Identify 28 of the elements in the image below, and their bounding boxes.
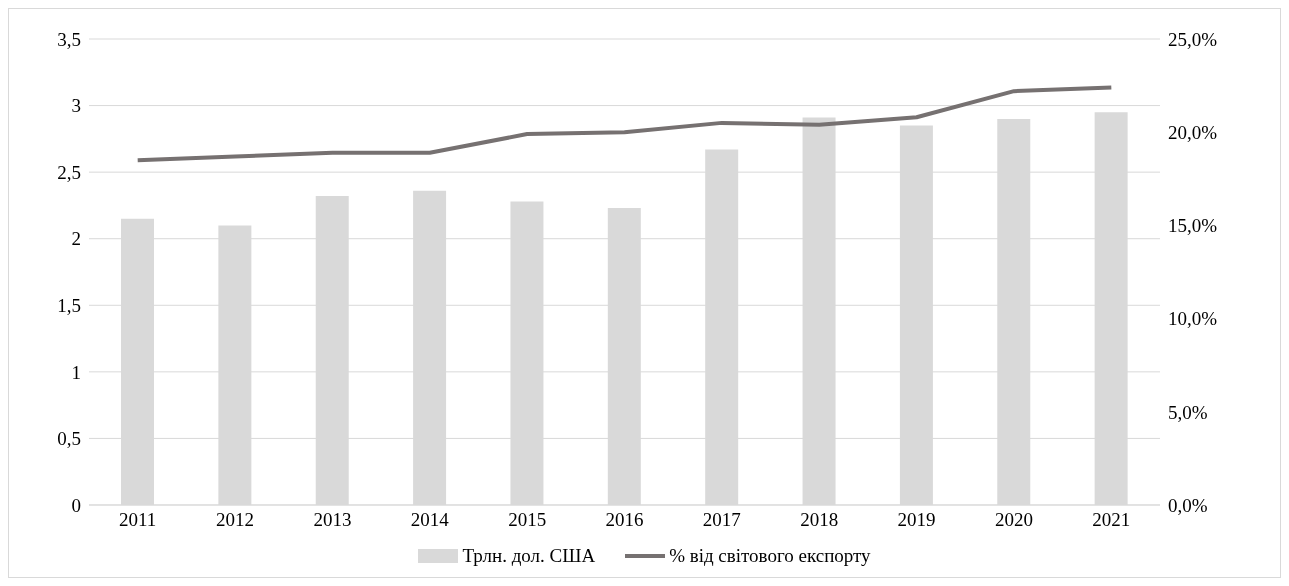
x-tick-label: 2019 — [897, 509, 936, 531]
y-tick-label: 2,5 — [57, 161, 81, 183]
y2-tick-label: 0,0% — [1168, 494, 1208, 516]
y-tick-label: 1,5 — [57, 295, 81, 317]
x-tick-label: 2021 — [1092, 509, 1131, 531]
y2-tick-label: 15,0% — [1168, 215, 1218, 237]
y2-tick-label: 25,0% — [1168, 28, 1218, 50]
y2-tick-label: 5,0% — [1168, 401, 1208, 423]
x-tick-label: 2014 — [410, 509, 450, 531]
x-tick-label: 2012 — [216, 509, 255, 531]
y-tick-label: 0,5 — [57, 428, 81, 450]
legend-label: % від світового експорту — [669, 545, 871, 567]
y-tick-label: 2 — [71, 228, 81, 250]
y-tick-label: 3,5 — [57, 28, 81, 50]
x-tick-label: 2020 — [994, 509, 1033, 531]
x-tick-label: 2018 — [800, 509, 839, 531]
y-tick-label: 3 — [71, 95, 81, 117]
x-tick-label: 2011 — [119, 509, 157, 531]
legend-label: Трлн. дол. США — [462, 545, 596, 567]
x-tick-label: 2013 — [313, 509, 352, 531]
y2-tick-label: 10,0% — [1168, 308, 1218, 330]
x-tick-label: 2015 — [508, 509, 547, 531]
y-tick-label: 1 — [71, 361, 81, 383]
y-tick-label: 0 — [71, 494, 81, 516]
x-tick-label: 2017 — [702, 509, 741, 531]
y2-tick-label: 20,0% — [1168, 121, 1218, 143]
x-tick-label: 2016 — [605, 509, 644, 531]
line-series — [135, 85, 1114, 163]
